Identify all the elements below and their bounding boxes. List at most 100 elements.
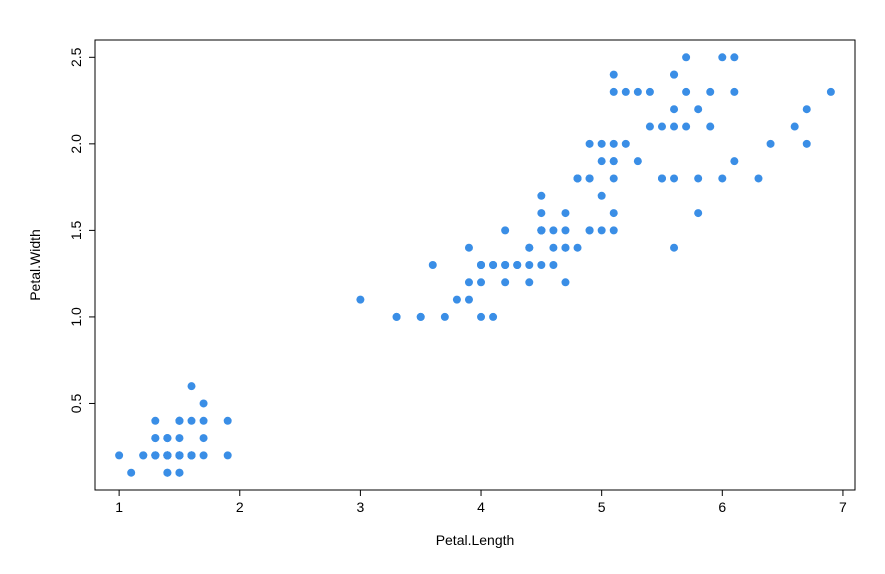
x-tick-label: 6 — [718, 499, 726, 515]
data-point — [694, 105, 702, 113]
data-point — [634, 157, 642, 165]
data-point — [670, 174, 678, 182]
data-point — [477, 261, 485, 269]
data-point — [115, 451, 123, 459]
data-point — [634, 88, 642, 96]
data-point — [610, 209, 618, 217]
plot-svg: 12345670.51.01.52.02.5Petal.LengthPetal.… — [0, 0, 885, 574]
data-point — [658, 123, 666, 131]
data-point — [477, 278, 485, 286]
y-tick-label: 2.0 — [68, 134, 84, 154]
data-point — [610, 71, 618, 79]
data-point — [598, 226, 606, 234]
data-point — [417, 313, 425, 321]
y-tick-label: 1.0 — [68, 307, 84, 327]
data-point — [549, 261, 557, 269]
data-point — [791, 123, 799, 131]
data-point — [175, 469, 183, 477]
data-point — [682, 53, 690, 61]
x-tick-label: 2 — [236, 499, 244, 515]
data-point — [610, 88, 618, 96]
y-tick-label: 1.5 — [68, 220, 84, 240]
data-point — [465, 296, 473, 304]
data-point — [513, 261, 521, 269]
x-axis-label: Petal.Length — [436, 532, 515, 548]
data-point — [670, 71, 678, 79]
data-point — [561, 226, 569, 234]
data-point — [429, 261, 437, 269]
data-point — [598, 140, 606, 148]
data-point — [453, 296, 461, 304]
data-point — [151, 434, 159, 442]
data-point — [670, 123, 678, 131]
data-point — [610, 157, 618, 165]
data-point — [200, 451, 208, 459]
data-point — [175, 434, 183, 442]
data-point — [598, 192, 606, 200]
data-point — [730, 88, 738, 96]
data-point — [127, 469, 135, 477]
data-point — [175, 451, 183, 459]
data-point — [501, 278, 509, 286]
data-point — [163, 469, 171, 477]
data-point — [151, 451, 159, 459]
x-tick-label: 1 — [115, 499, 123, 515]
y-tick-label: 2.5 — [68, 47, 84, 67]
data-point — [803, 105, 811, 113]
data-point — [501, 261, 509, 269]
data-point — [489, 261, 497, 269]
x-tick-label: 4 — [477, 499, 485, 515]
y-axis-label: Petal.Width — [27, 229, 43, 301]
data-point — [163, 451, 171, 459]
data-point — [586, 226, 594, 234]
data-point — [730, 157, 738, 165]
data-point — [175, 417, 183, 425]
data-point — [188, 382, 196, 390]
data-point — [706, 88, 714, 96]
x-tick-label: 7 — [839, 499, 847, 515]
data-point — [465, 244, 473, 252]
data-point — [224, 451, 232, 459]
data-point — [200, 399, 208, 407]
data-point — [200, 417, 208, 425]
plot-background — [0, 0, 885, 574]
data-point — [200, 434, 208, 442]
data-point — [803, 140, 811, 148]
data-point — [537, 192, 545, 200]
data-point — [139, 451, 147, 459]
data-point — [163, 434, 171, 442]
data-point — [694, 209, 702, 217]
data-point — [586, 140, 594, 148]
data-point — [561, 244, 569, 252]
data-point — [586, 174, 594, 182]
data-point — [537, 209, 545, 217]
data-point — [622, 140, 630, 148]
data-point — [767, 140, 775, 148]
data-point — [718, 53, 726, 61]
data-point — [356, 296, 364, 304]
y-tick-label: 0.5 — [68, 394, 84, 414]
data-point — [754, 174, 762, 182]
scatter-plot: 12345670.51.01.52.02.5Petal.LengthPetal.… — [0, 0, 885, 574]
data-point — [549, 244, 557, 252]
data-point — [622, 88, 630, 96]
x-tick-label: 3 — [356, 499, 364, 515]
data-point — [598, 157, 606, 165]
data-point — [610, 226, 618, 234]
data-point — [188, 451, 196, 459]
data-point — [610, 174, 618, 182]
data-point — [224, 417, 232, 425]
data-point — [489, 313, 497, 321]
data-point — [549, 226, 557, 234]
data-point — [730, 53, 738, 61]
data-point — [574, 244, 582, 252]
data-point — [658, 174, 666, 182]
data-point — [646, 123, 654, 131]
data-point — [477, 313, 485, 321]
data-point — [525, 244, 533, 252]
data-point — [682, 123, 690, 131]
data-point — [827, 88, 835, 96]
data-point — [188, 417, 196, 425]
data-point — [574, 174, 582, 182]
data-point — [465, 278, 473, 286]
